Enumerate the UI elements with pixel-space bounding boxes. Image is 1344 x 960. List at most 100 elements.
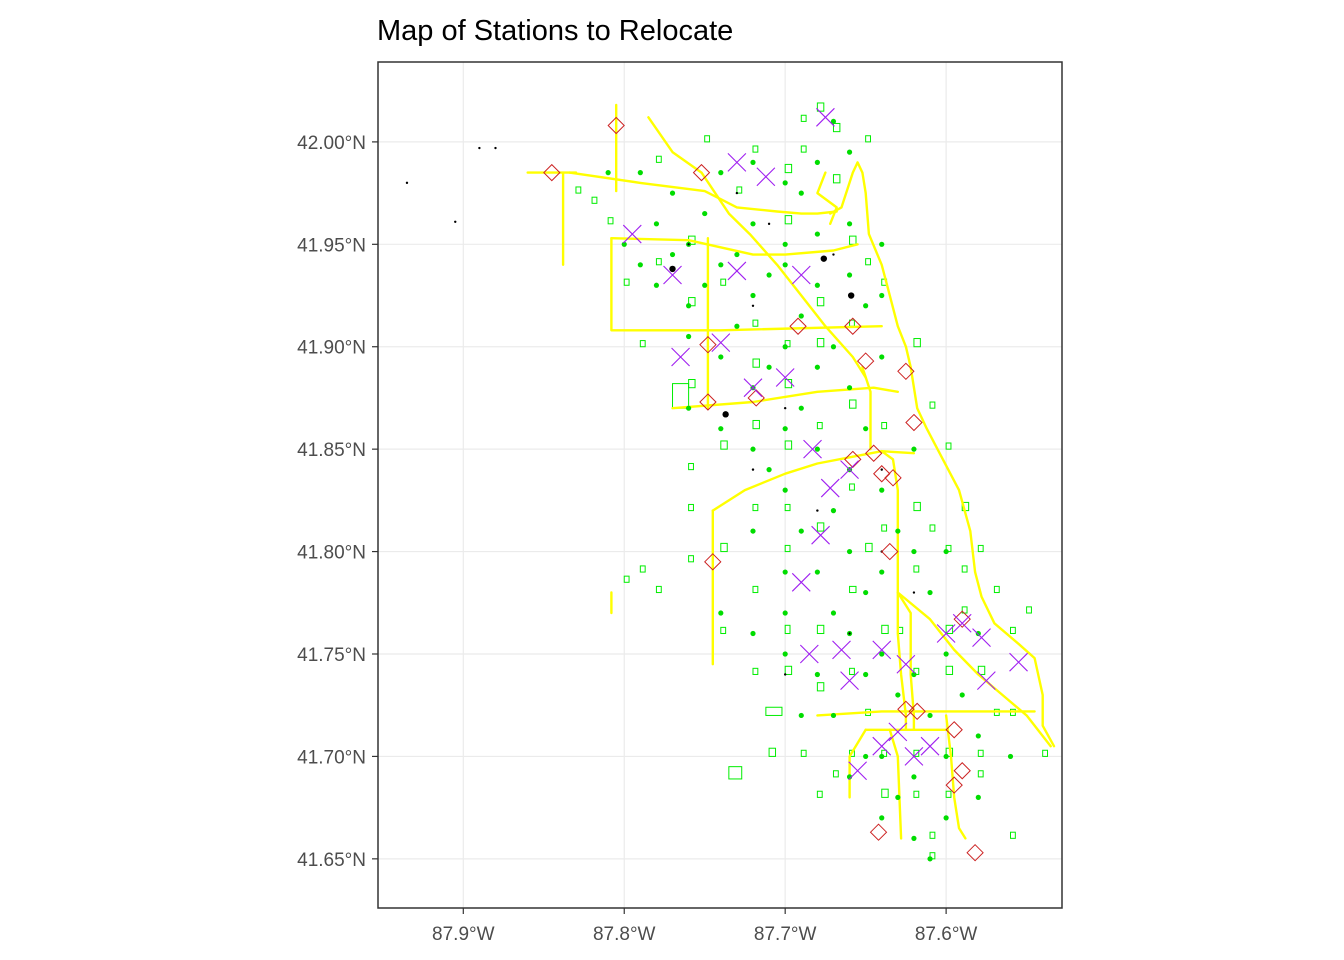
green-point [943,548,949,555]
rail-line [896,591,916,731]
green-point [782,241,788,247]
green-point [766,364,772,370]
green-point [943,753,949,760]
green-point [911,774,917,780]
green-point [927,856,933,862]
green-point [669,251,676,258]
x-tick-label: 87.6°W [915,924,978,945]
parcel-outline [865,258,871,266]
parcel-outline [977,665,986,675]
parcel-outline [1009,626,1016,635]
green-point [830,508,837,514]
black-point [478,146,481,150]
rail-line [896,591,1052,748]
y-tick-label: 41.85°N [297,440,366,461]
y-axis-ticks: 42.00°N 41.95°N 41.90°N 41.85°N 41.80°N 41.75… [297,133,378,871]
diamond-marker [864,444,883,462]
green-point [863,671,869,678]
parcel-outline [929,524,936,532]
parcel-outline [800,749,807,757]
parcel-outline [977,770,984,778]
green-point [846,548,853,555]
green-point [686,405,692,411]
relocate-x-marker [832,640,851,660]
relocate-x-marker [952,613,972,633]
parcel-outline [865,542,873,553]
panel-border [377,61,1063,909]
diamond-marker [789,317,807,335]
green-point [766,467,772,473]
green-point [846,149,853,155]
parcel-outline [832,174,841,184]
parcel-outline [720,626,727,635]
black-point [669,265,676,273]
green-point [798,313,804,319]
parcel-outline [816,338,825,348]
parcel-outline [816,790,823,798]
green-point [846,272,853,278]
green-point [879,241,885,247]
relocate-x-marker [848,761,867,781]
parcel-layer [575,102,1049,860]
green-point [814,446,820,452]
green-point [814,159,820,165]
green-point [879,815,885,821]
diamond-marker [897,362,915,381]
parcel-outline [752,358,760,368]
green-point [782,426,788,432]
black-point [722,411,729,418]
parcel-outline [720,440,728,450]
green-point [814,671,820,678]
relocate-x-marker [888,722,908,742]
rail-line [816,171,838,226]
relocate-x-marker [775,368,795,387]
parcel-outline [752,667,759,675]
green-point [718,170,724,176]
y-tick-label: 41.65°N [297,850,366,871]
parcel-outline [768,747,777,757]
green-point [814,231,820,237]
green-point [718,610,724,616]
diamond-marker [897,700,915,719]
parcel-outline [623,278,630,286]
diamond-marker [699,393,717,411]
green-point [879,651,885,657]
green-point [782,610,788,616]
parcel-outline [752,319,759,327]
relocate-x-marker [756,167,776,187]
green-point [911,835,917,841]
green-point [686,333,692,340]
parcel-outline [881,524,888,532]
relocate-x-marker [972,628,991,647]
diamond-marker [747,389,765,407]
relocate-x-marker [936,624,956,643]
black-point-layer [405,146,916,676]
green-point [911,671,917,678]
relocate-x-marker [872,640,892,660]
parcel-outline [688,379,696,389]
parcel-outline [784,624,791,635]
diamond-marker [699,335,717,354]
relocate-x-marker [811,525,830,545]
relocate-x-marker [671,347,690,367]
green-point [686,303,692,309]
green-point [669,190,676,196]
green-point [911,548,917,555]
green-point [637,262,643,268]
rail-line [671,386,899,410]
black-point [820,255,828,262]
parcel-outline [913,749,920,757]
green-point [863,426,869,432]
green-point [830,712,837,719]
diamond-marker [844,317,862,335]
black-point [912,591,916,594]
green-point [830,610,837,616]
x-axis-ticks: 87.9°W 87.8°W 87.7°W 87.6°W [432,908,977,945]
parcel-outline [784,440,793,450]
parcel-outline [1009,831,1016,839]
parcel-outline [945,442,952,450]
green-point [943,651,949,657]
green-point [637,170,643,176]
green-point [879,569,885,575]
parcel-outline [881,788,889,798]
